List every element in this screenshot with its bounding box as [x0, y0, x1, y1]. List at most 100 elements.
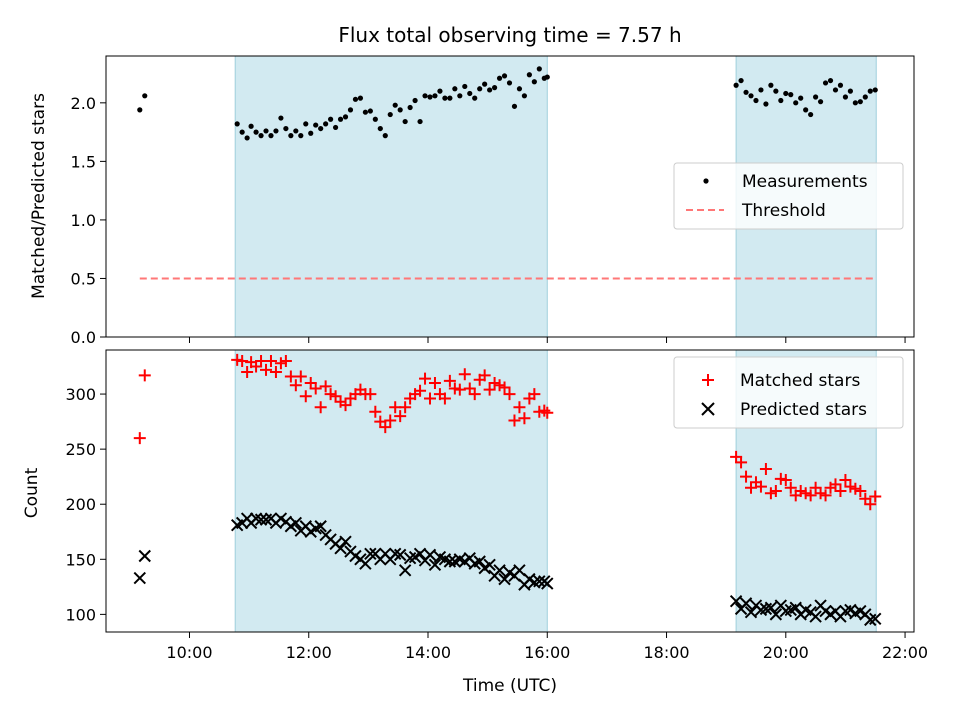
matched-stars-point [779, 473, 792, 486]
measurement-point [803, 107, 809, 113]
measurement-point [867, 88, 873, 94]
y-tick-label: 150 [65, 550, 96, 569]
count-marks [133, 353, 882, 627]
measurement-point [773, 88, 779, 94]
matched-stars-point [138, 369, 151, 382]
observing-interval-1 [234, 349, 548, 633]
measurement-point [544, 74, 550, 80]
measurement-point [788, 92, 794, 98]
measurement-point [412, 97, 418, 104]
measurement-point [477, 86, 483, 92]
measurement-point [402, 118, 408, 125]
measurement-point [263, 128, 269, 134]
measurement-point [382, 133, 388, 139]
measurement-point [536, 66, 542, 72]
measurement-point [288, 133, 294, 139]
count-x-ticks: 10:00 12:00 14:00 16:00 18:00 20:00 22:00 [166, 632, 928, 662]
predicted-stars-point [138, 549, 151, 563]
matched-stars-point [834, 485, 847, 497]
predicted-stars-point [364, 547, 377, 560]
predicted-stars-point [423, 548, 437, 562]
measurement-point [832, 87, 839, 93]
measurement-point [462, 83, 468, 90]
predicted-stars-point [413, 547, 427, 560]
measurement-point [293, 128, 299, 134]
measurement-point [142, 93, 148, 99]
y-tick-label: 1.5 [71, 152, 96, 171]
count-y-axis-label: Count [22, 467, 42, 518]
measurement-point [397, 107, 403, 113]
predicted-stars-point [498, 572, 511, 586]
measurement-point [372, 116, 378, 122]
measurement-point [521, 93, 528, 99]
measurement-point [467, 90, 473, 97]
measurement-point [793, 100, 799, 106]
predicted-stars-point [289, 516, 303, 530]
matched-stars-point [769, 485, 782, 497]
measurement-point [337, 116, 344, 122]
matched-stars-point [414, 384, 427, 397]
matched-stars-point [299, 390, 312, 403]
measurement-point [308, 130, 314, 136]
measurement-point [417, 118, 423, 125]
matched-stars-point [294, 370, 307, 383]
predicted-stars-point [513, 564, 526, 577]
y-tick-label: 0.0 [71, 328, 96, 347]
predicted-stars-point [764, 601, 778, 614]
matched-stars-point [518, 412, 531, 425]
measurement-point [813, 94, 819, 100]
predicted-stars-point [744, 605, 758, 619]
measurement-point [422, 93, 428, 99]
measurement-point [847, 88, 853, 94]
predicted-stars-point [729, 594, 743, 608]
matched-stars-point [740, 470, 753, 483]
measurement-point [526, 72, 532, 78]
measurement-point [738, 77, 744, 84]
measurement-point [482, 81, 488, 87]
measurement-point [313, 122, 319, 128]
ratio-legend-box [673, 162, 904, 230]
measurement-point [278, 115, 284, 121]
measurement-point [872, 87, 878, 93]
y-tick-label: 0.5 [71, 269, 96, 288]
measurement-point [842, 94, 849, 100]
legend-matched-swatch [702, 374, 714, 386]
matched-stars-point [804, 489, 817, 502]
matched-stars-point [508, 414, 521, 427]
matched-stars-point [468, 388, 481, 401]
measurement-point [347, 107, 354, 113]
matched-stars-point [339, 399, 352, 412]
measurement-point [817, 99, 824, 105]
measurement-point [137, 107, 143, 113]
predicted-stars-point [541, 577, 554, 590]
matched-stars-point [319, 380, 332, 393]
ratio-axes-frame [105, 55, 915, 338]
ratio-panel: 0.00.51.01.52.0 Matched/Predicted stars … [29, 55, 915, 347]
predicted-stars-point [393, 548, 407, 562]
x-tick-label: 22:00 [882, 643, 928, 662]
matched-stars-point [458, 368, 471, 381]
matched-stars-point [819, 489, 832, 502]
measurement-point [323, 121, 329, 127]
matched-stars-point [423, 392, 436, 405]
predicted-stars-point [398, 564, 412, 577]
measurement-point [857, 99, 863, 105]
x-tick-label: 14:00 [405, 643, 451, 662]
predicted-stars-point [809, 610, 822, 623]
measurement-point [758, 87, 764, 93]
matched-stars-point [854, 485, 867, 497]
matched-stars-point [438, 392, 451, 405]
measurement-point [753, 97, 759, 104]
matched-stars-point [839, 473, 852, 486]
predicted-stars-point [334, 542, 347, 555]
measurement-point [342, 114, 349, 120]
x-tick-label: 16:00 [524, 643, 570, 662]
measurement-point [511, 103, 518, 109]
predicted-stars-point [428, 558, 442, 572]
measurement-point [496, 75, 503, 81]
measurement-point [268, 133, 274, 139]
legend-predicted-swatch [701, 402, 715, 416]
measurement-point [437, 88, 443, 94]
measurement-point [303, 121, 309, 127]
measurement-point [487, 87, 493, 93]
